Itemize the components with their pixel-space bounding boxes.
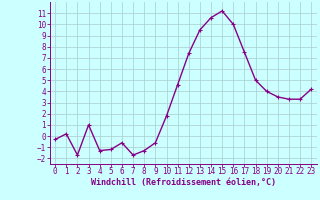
- X-axis label: Windchill (Refroidissement éolien,°C): Windchill (Refroidissement éolien,°C): [91, 178, 276, 187]
